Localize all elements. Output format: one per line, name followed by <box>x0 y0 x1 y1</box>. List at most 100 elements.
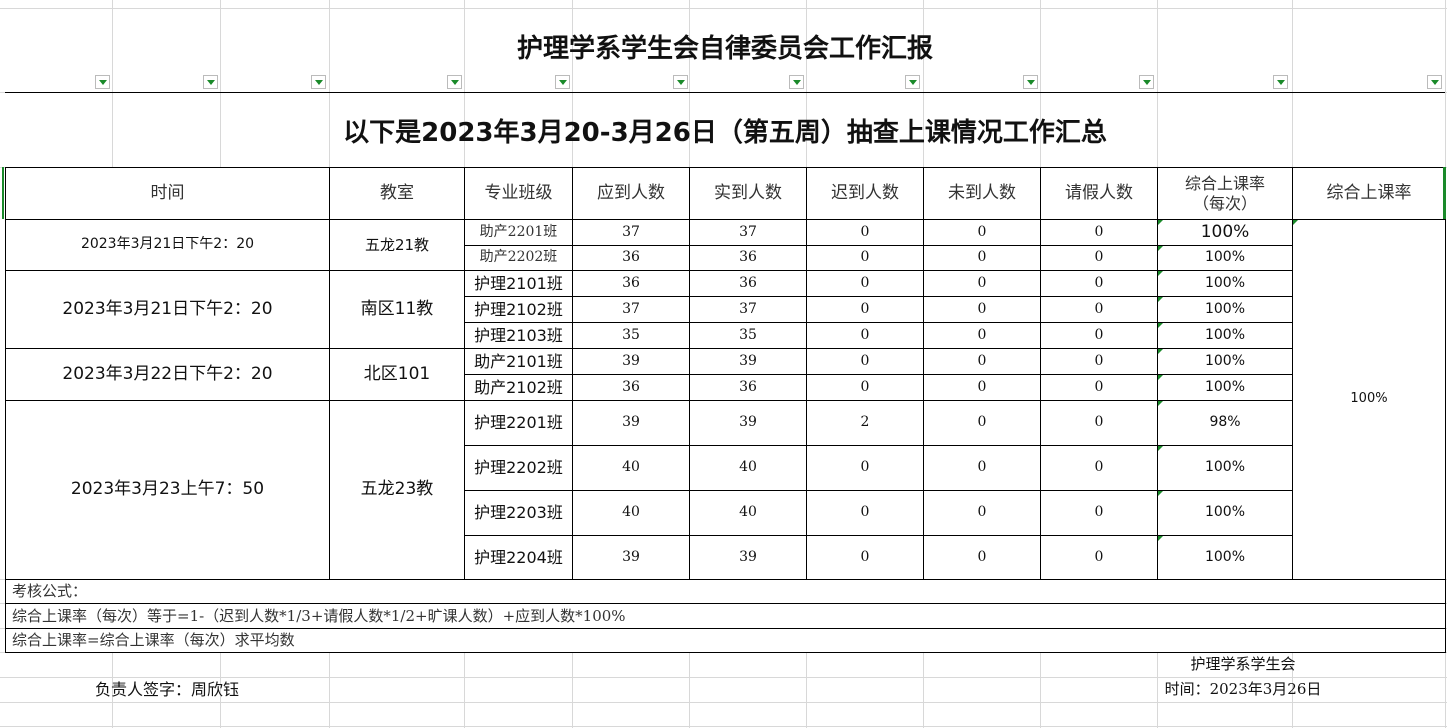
time-cell[interactable]: 2023年3月22日下午2：20 <box>5 348 330 401</box>
filter-dropdown-button[interactable] <box>447 75 462 89</box>
class-cell[interactable]: 助产2101班 <box>464 348 573 375</box>
late-cell[interactable]: 0 <box>806 219 924 246</box>
column-header[interactable]: 教室 <box>329 167 465 220</box>
column-header[interactable]: 迟到人数 <box>806 167 924 220</box>
absent-cell[interactable]: 0 <box>923 270 1041 297</box>
filter-dropdown-button[interactable] <box>789 75 804 89</box>
column-header[interactable]: 专业班级 <box>464 167 573 220</box>
class-cell[interactable]: 护理2102班 <box>464 296 573 323</box>
expected-cell[interactable]: 37 <box>572 296 690 323</box>
present-cell[interactable]: 36 <box>689 270 807 297</box>
column-header[interactable]: 综合上课率 <box>1292 167 1446 220</box>
class-cell[interactable]: 护理2103班 <box>464 322 573 349</box>
present-cell[interactable]: 39 <box>689 400 807 446</box>
absent-cell[interactable]: 0 <box>923 374 1041 401</box>
present-cell[interactable]: 39 <box>689 535 807 580</box>
leave-cell[interactable]: 0 <box>1040 219 1158 246</box>
rate-cell[interactable]: 98% <box>1157 400 1293 446</box>
expected-cell[interactable]: 39 <box>572 535 690 580</box>
present-cell[interactable]: 35 <box>689 322 807 349</box>
rate-cell[interactable]: 100% <box>1157 348 1293 375</box>
classroom-cell[interactable]: 南区11教 <box>329 270 465 349</box>
leave-cell[interactable]: 0 <box>1040 322 1158 349</box>
column-header[interactable]: 应到人数 <box>572 167 690 220</box>
expected-cell[interactable]: 37 <box>572 219 690 246</box>
absent-cell[interactable]: 0 <box>923 490 1041 536</box>
late-cell[interactable]: 0 <box>806 535 924 580</box>
formula-note[interactable]: 综合上课率=综合上课率（每次）求平均数 <box>5 628 1446 653</box>
late-cell[interactable]: 0 <box>806 322 924 349</box>
leave-cell[interactable]: 0 <box>1040 535 1158 580</box>
absent-cell[interactable]: 0 <box>923 219 1041 246</box>
rate-cell[interactable]: 100% <box>1157 322 1293 349</box>
filter-dropdown-button[interactable] <box>905 75 920 89</box>
expected-cell[interactable]: 39 <box>572 348 690 375</box>
present-cell[interactable]: 39 <box>689 348 807 375</box>
rate-cell[interactable]: 100% <box>1157 445 1293 491</box>
class-cell[interactable]: 护理2204班 <box>464 535 573 580</box>
late-cell[interactable]: 0 <box>806 296 924 323</box>
rate-cell[interactable]: 100% <box>1157 374 1293 401</box>
class-cell[interactable]: 护理2201班 <box>464 400 573 446</box>
rate-cell[interactable]: 100% <box>1157 490 1293 536</box>
filter-dropdown-button[interactable] <box>311 75 326 89</box>
present-cell[interactable]: 37 <box>689 296 807 323</box>
present-cell[interactable]: 36 <box>689 374 807 401</box>
overall-rate-cell[interactable]: 100% <box>1292 219 1446 580</box>
formula-note[interactable]: 综合上课率（每次）等于=1-（迟到人数*1/3+请假人数*1/2+旷课人数）+应… <box>5 603 1446 629</box>
late-cell[interactable]: 0 <box>806 245 924 271</box>
rate-cell[interactable]: 100% <box>1157 270 1293 297</box>
class-cell[interactable]: 护理2203班 <box>464 490 573 536</box>
absent-cell[interactable]: 0 <box>923 348 1041 375</box>
filter-dropdown-button[interactable] <box>673 75 688 89</box>
class-cell[interactable]: 助产2202班 <box>464 245 573 271</box>
filter-dropdown-button[interactable] <box>1427 75 1442 89</box>
late-cell[interactable]: 0 <box>806 348 924 375</box>
filter-dropdown-button[interactable] <box>203 75 218 89</box>
column-header[interactable]: 综合上课率（每次） <box>1157 167 1293 220</box>
leave-cell[interactable]: 0 <box>1040 296 1158 323</box>
formula-note[interactable]: 考核公式： <box>5 579 1446 604</box>
column-header[interactable]: 时间 <box>5 167 330 220</box>
present-cell[interactable]: 40 <box>689 445 807 491</box>
rate-cell[interactable]: 100% <box>1157 219 1293 246</box>
classroom-cell[interactable]: 北区101 <box>329 348 465 401</box>
leave-cell[interactable]: 0 <box>1040 490 1158 536</box>
late-cell[interactable]: 2 <box>806 400 924 446</box>
late-cell[interactable]: 0 <box>806 445 924 491</box>
absent-cell[interactable]: 0 <box>923 400 1041 446</box>
present-cell[interactable]: 37 <box>689 219 807 246</box>
leave-cell[interactable]: 0 <box>1040 270 1158 297</box>
classroom-cell[interactable]: 五龙21教 <box>329 219 465 271</box>
classroom-cell[interactable]: 五龙23教 <box>329 400 465 580</box>
late-cell[interactable]: 0 <box>806 270 924 297</box>
expected-cell[interactable]: 40 <box>572 490 690 536</box>
filter-dropdown-button[interactable] <box>1139 75 1154 89</box>
class-cell[interactable]: 助产2201班 <box>464 219 573 246</box>
class-cell[interactable]: 护理2101班 <box>464 270 573 297</box>
filter-dropdown-button[interactable] <box>1273 75 1288 89</box>
class-cell[interactable]: 助产2102班 <box>464 374 573 401</box>
expected-cell[interactable]: 40 <box>572 445 690 491</box>
absent-cell[interactable]: 0 <box>923 445 1041 491</box>
expected-cell[interactable]: 36 <box>572 270 690 297</box>
leave-cell[interactable]: 0 <box>1040 348 1158 375</box>
column-header[interactable]: 未到人数 <box>923 167 1041 220</box>
filter-dropdown-button[interactable] <box>1023 75 1038 89</box>
late-cell[interactable]: 0 <box>806 490 924 536</box>
present-cell[interactable]: 36 <box>689 245 807 271</box>
absent-cell[interactable]: 0 <box>923 245 1041 271</box>
time-cell[interactable]: 2023年3月23上午7：50 <box>5 400 330 580</box>
column-header[interactable]: 实到人数 <box>689 167 807 220</box>
absent-cell[interactable]: 0 <box>923 296 1041 323</box>
leave-cell[interactable]: 0 <box>1040 245 1158 271</box>
absent-cell[interactable]: 0 <box>923 535 1041 580</box>
rate-cell[interactable]: 100% <box>1157 296 1293 323</box>
leave-cell[interactable]: 0 <box>1040 374 1158 401</box>
class-cell[interactable]: 护理2202班 <box>464 445 573 491</box>
filter-dropdown-button[interactable] <box>555 75 570 89</box>
rate-cell[interactable]: 100% <box>1157 245 1293 271</box>
expected-cell[interactable]: 39 <box>572 400 690 446</box>
rate-cell[interactable]: 100% <box>1157 535 1293 580</box>
expected-cell[interactable]: 36 <box>572 374 690 401</box>
